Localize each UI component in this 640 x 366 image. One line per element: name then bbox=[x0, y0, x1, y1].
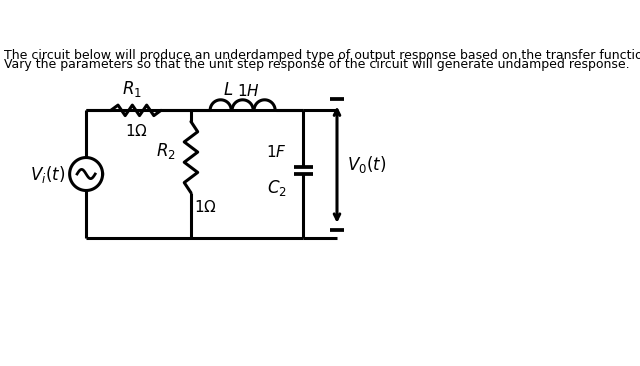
Text: $V_0(t)$: $V_0(t)$ bbox=[348, 154, 387, 175]
Text: Vary the parameters so that the unit step response of the circuit will generate : Vary the parameters so that the unit ste… bbox=[4, 58, 630, 71]
Text: $R_1$: $R_1$ bbox=[122, 79, 142, 99]
Text: $C_2$: $C_2$ bbox=[267, 178, 287, 198]
Text: The circuit below will produce an underdamped type of output response based on t: The circuit below will produce an underd… bbox=[4, 49, 640, 62]
Text: $1\Omega$: $1\Omega$ bbox=[194, 199, 217, 215]
Text: $V_i(t)$: $V_i(t)$ bbox=[30, 164, 65, 184]
Text: $1F$: $1F$ bbox=[266, 144, 287, 160]
Text: $R_2$: $R_2$ bbox=[156, 141, 176, 161]
Text: $L$: $L$ bbox=[223, 82, 233, 99]
Text: $1\Omega$: $1\Omega$ bbox=[125, 123, 147, 139]
Text: $1H$: $1H$ bbox=[237, 83, 260, 99]
